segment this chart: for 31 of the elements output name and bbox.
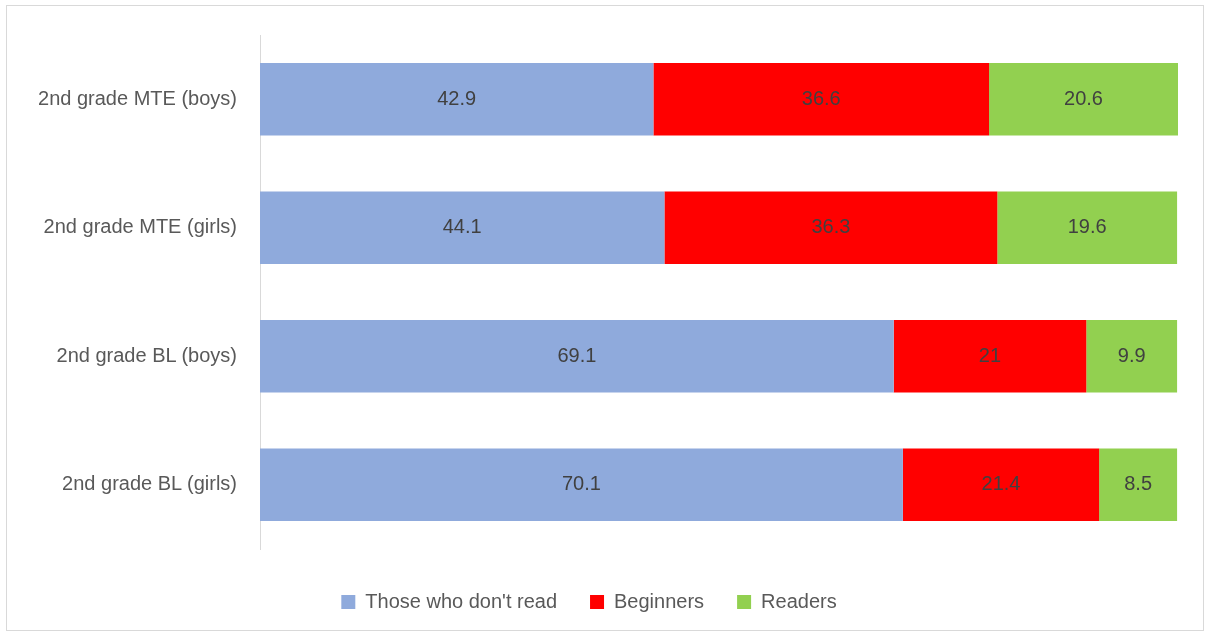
data-label: 21 xyxy=(978,343,1002,366)
data-label: 19.6 xyxy=(1067,215,1107,238)
y-tick-label: 2nd grade BL (girls) xyxy=(62,472,237,495)
bar xyxy=(1099,448,1178,521)
bar xyxy=(664,191,998,264)
bar xyxy=(653,63,990,136)
y-tick-label: 2nd grade BL (boys) xyxy=(56,343,237,366)
bar xyxy=(260,191,665,264)
data-label: 36.3 xyxy=(811,215,851,238)
data-label: 21.4 xyxy=(981,472,1021,495)
bar xyxy=(260,63,654,136)
bar xyxy=(893,320,1087,393)
bar xyxy=(260,320,894,393)
data-label: 42.9 xyxy=(437,86,477,109)
data-label: 9.9 xyxy=(1117,343,1146,366)
bar xyxy=(989,63,1178,136)
legend-label: Readers xyxy=(761,589,837,612)
data-label: 20.6 xyxy=(1064,86,1104,109)
data-label: 70.1 xyxy=(561,472,601,495)
data-label: 69.1 xyxy=(557,343,597,366)
bar xyxy=(997,191,1178,264)
y-tick-label: 2nd grade MTE (boys) xyxy=(38,86,237,109)
data-label: 8.5 xyxy=(1124,472,1153,495)
bar xyxy=(1086,320,1178,393)
data-label: 44.1 xyxy=(442,215,482,238)
bar xyxy=(260,448,903,521)
bar xyxy=(902,448,1100,521)
legend-label: Beginners xyxy=(614,589,705,612)
y-tick-label: 2nd grade MTE (girls) xyxy=(43,215,237,238)
legend-label: Those who don't read xyxy=(365,589,558,612)
data-label: 36.6 xyxy=(801,86,841,109)
